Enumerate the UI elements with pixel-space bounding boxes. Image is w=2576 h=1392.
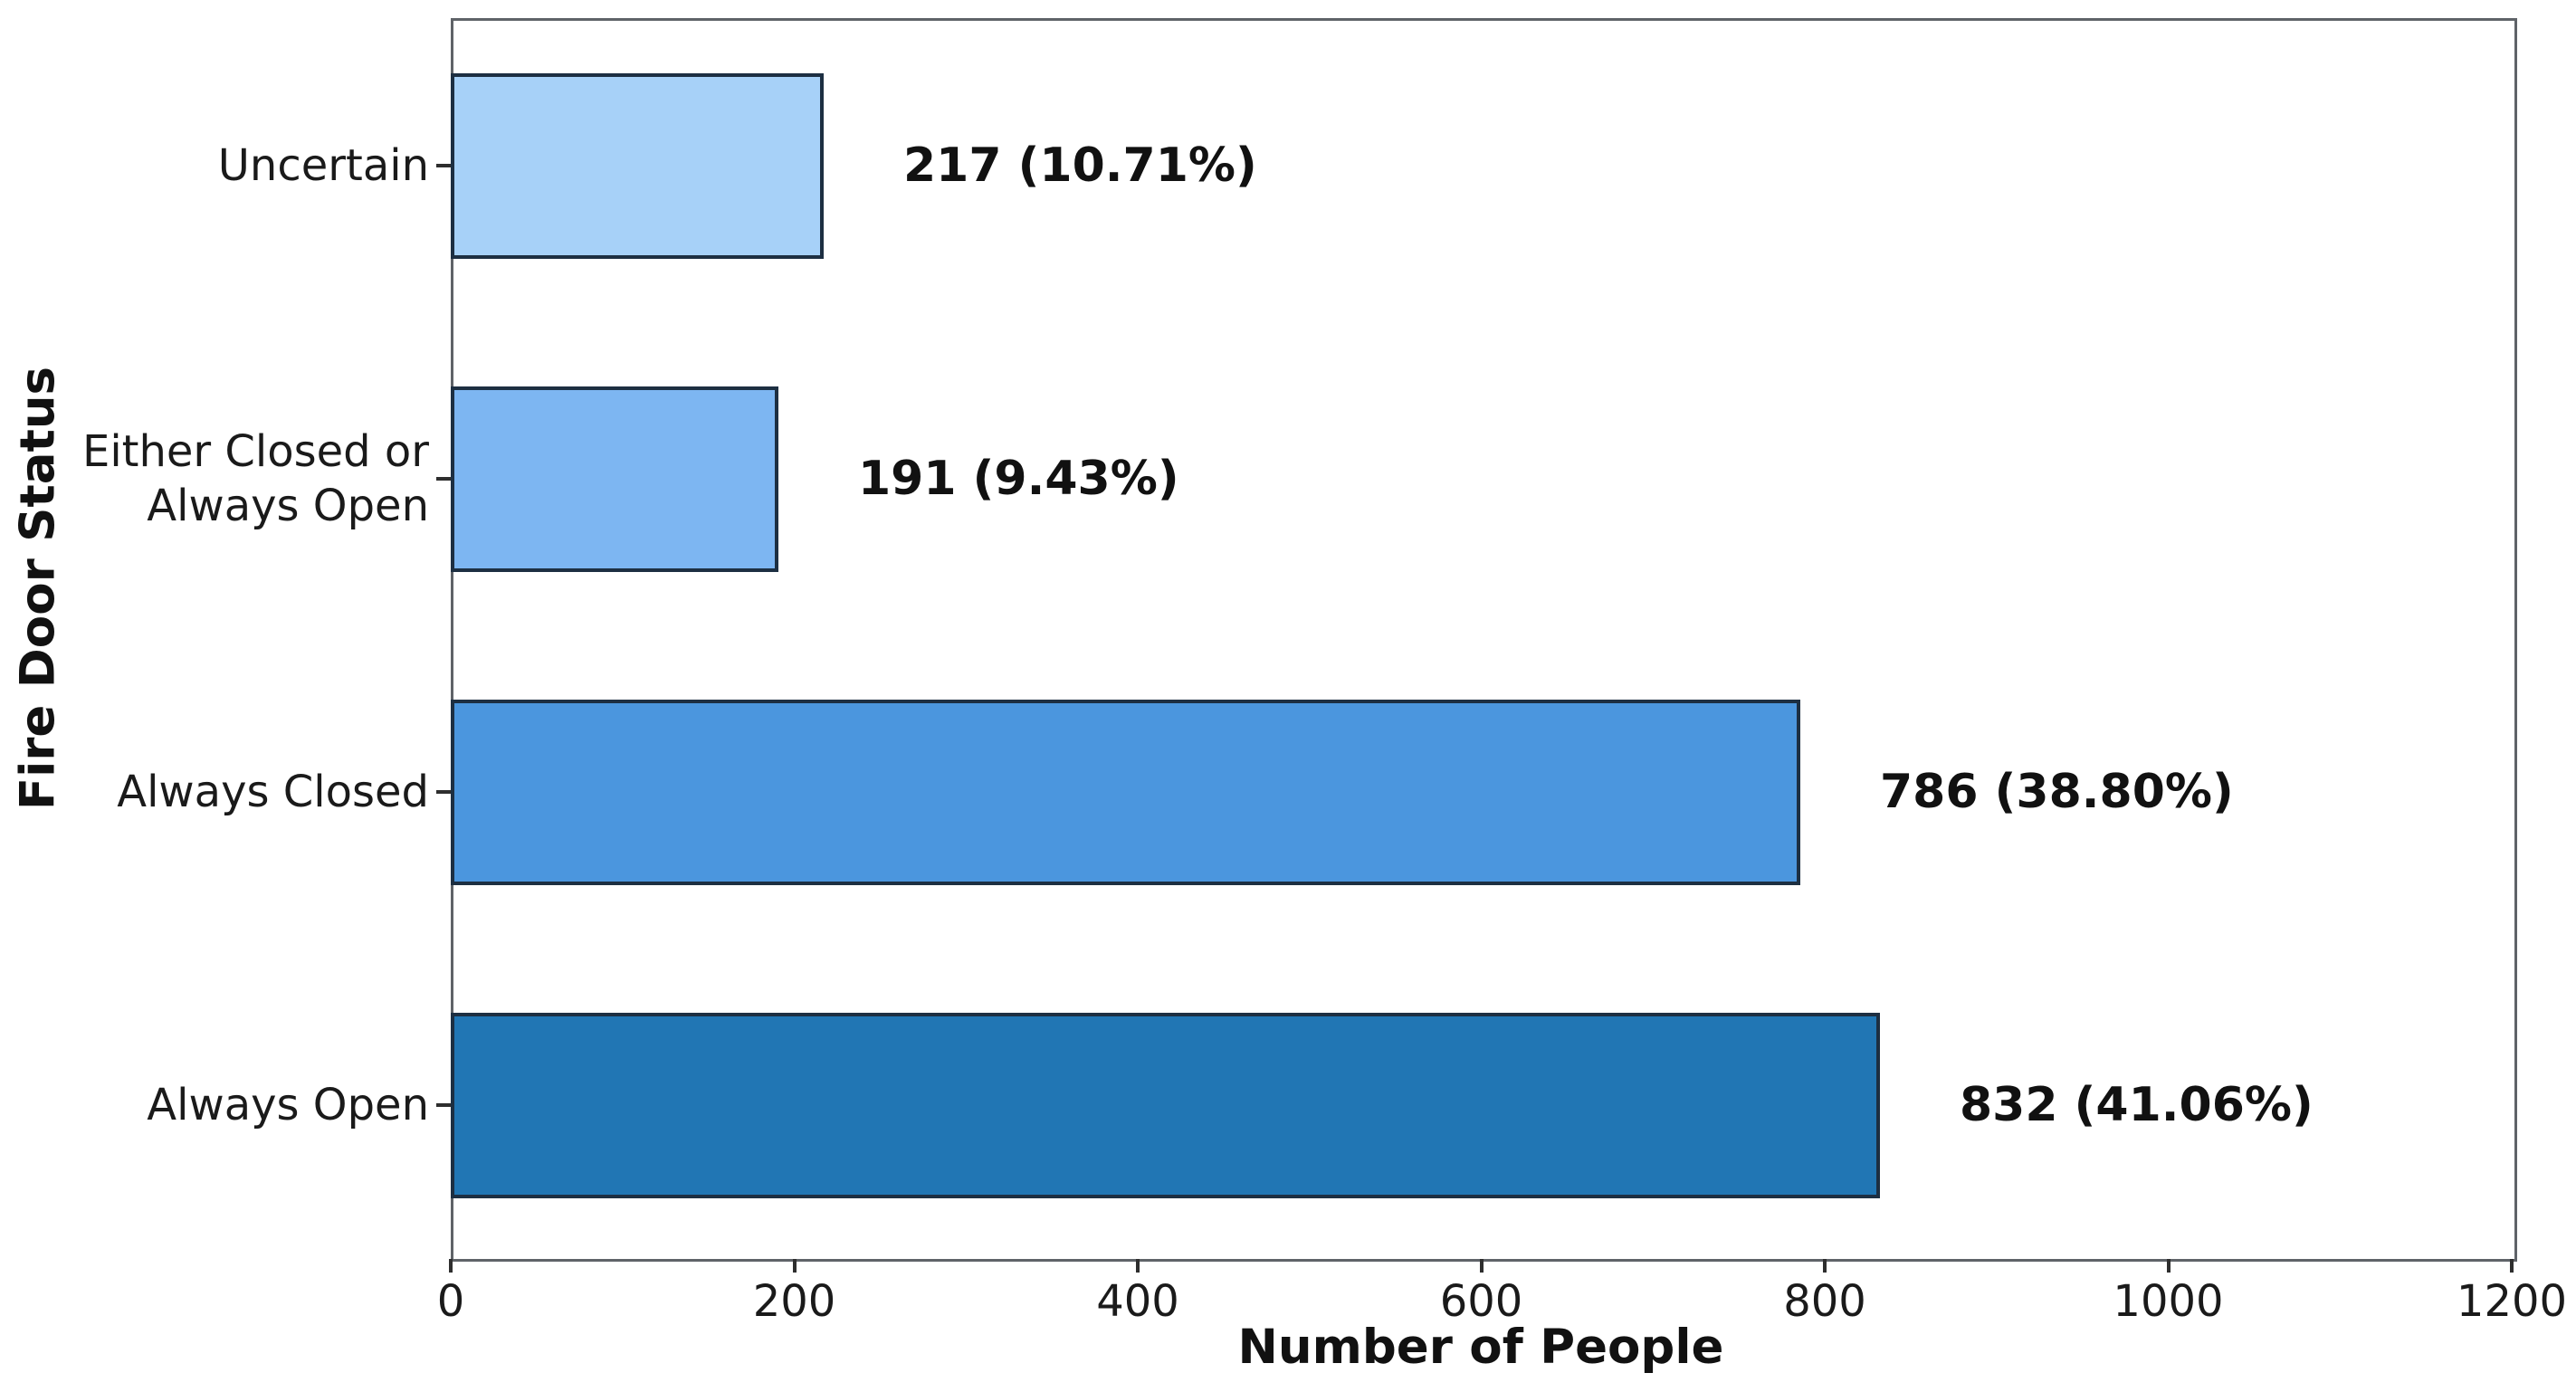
x-tick-label: 600	[1439, 1276, 1523, 1327]
category-label: Uncertain	[217, 140, 429, 191]
y-axis-title: Fire Door Status	[10, 366, 66, 811]
x-tick	[2510, 1259, 2514, 1273]
x-tick-label: 400	[1096, 1276, 1179, 1327]
x-tick-label: 200	[752, 1276, 836, 1327]
x-tick	[792, 1259, 797, 1273]
x-tick-label: 0	[436, 1276, 465, 1327]
x-axis-title: Number of People	[1237, 1320, 1724, 1375]
bar-2	[451, 386, 778, 572]
category-label: Always Closed	[117, 767, 429, 817]
x-tick	[449, 1259, 453, 1273]
x-tick	[1823, 1259, 1827, 1273]
bar-1	[451, 72, 824, 259]
x-tick	[1479, 1259, 1484, 1273]
bar-3	[451, 699, 1800, 885]
category-label: Either Closed or Always Open	[81, 426, 429, 531]
value-label: 191 (9.43%)	[858, 452, 1179, 506]
value-label: 786 (38.80%)	[1880, 765, 2234, 819]
x-tick	[2166, 1259, 2171, 1273]
category-label: Always Open	[147, 1080, 429, 1130]
y-tick	[436, 790, 451, 794]
y-tick	[436, 477, 451, 481]
x-tick-label: 800	[1783, 1276, 1866, 1327]
bar-4	[451, 1012, 1880, 1198]
y-tick	[436, 164, 451, 167]
x-tick-label: 1200	[2456, 1276, 2568, 1327]
x-tick	[1136, 1259, 1140, 1273]
y-tick	[436, 1103, 451, 1107]
x-tick-label: 1000	[2113, 1276, 2224, 1327]
value-label: 217 (10.71%)	[903, 138, 1257, 193]
value-label: 832 (41.06%)	[1960, 1078, 2314, 1132]
